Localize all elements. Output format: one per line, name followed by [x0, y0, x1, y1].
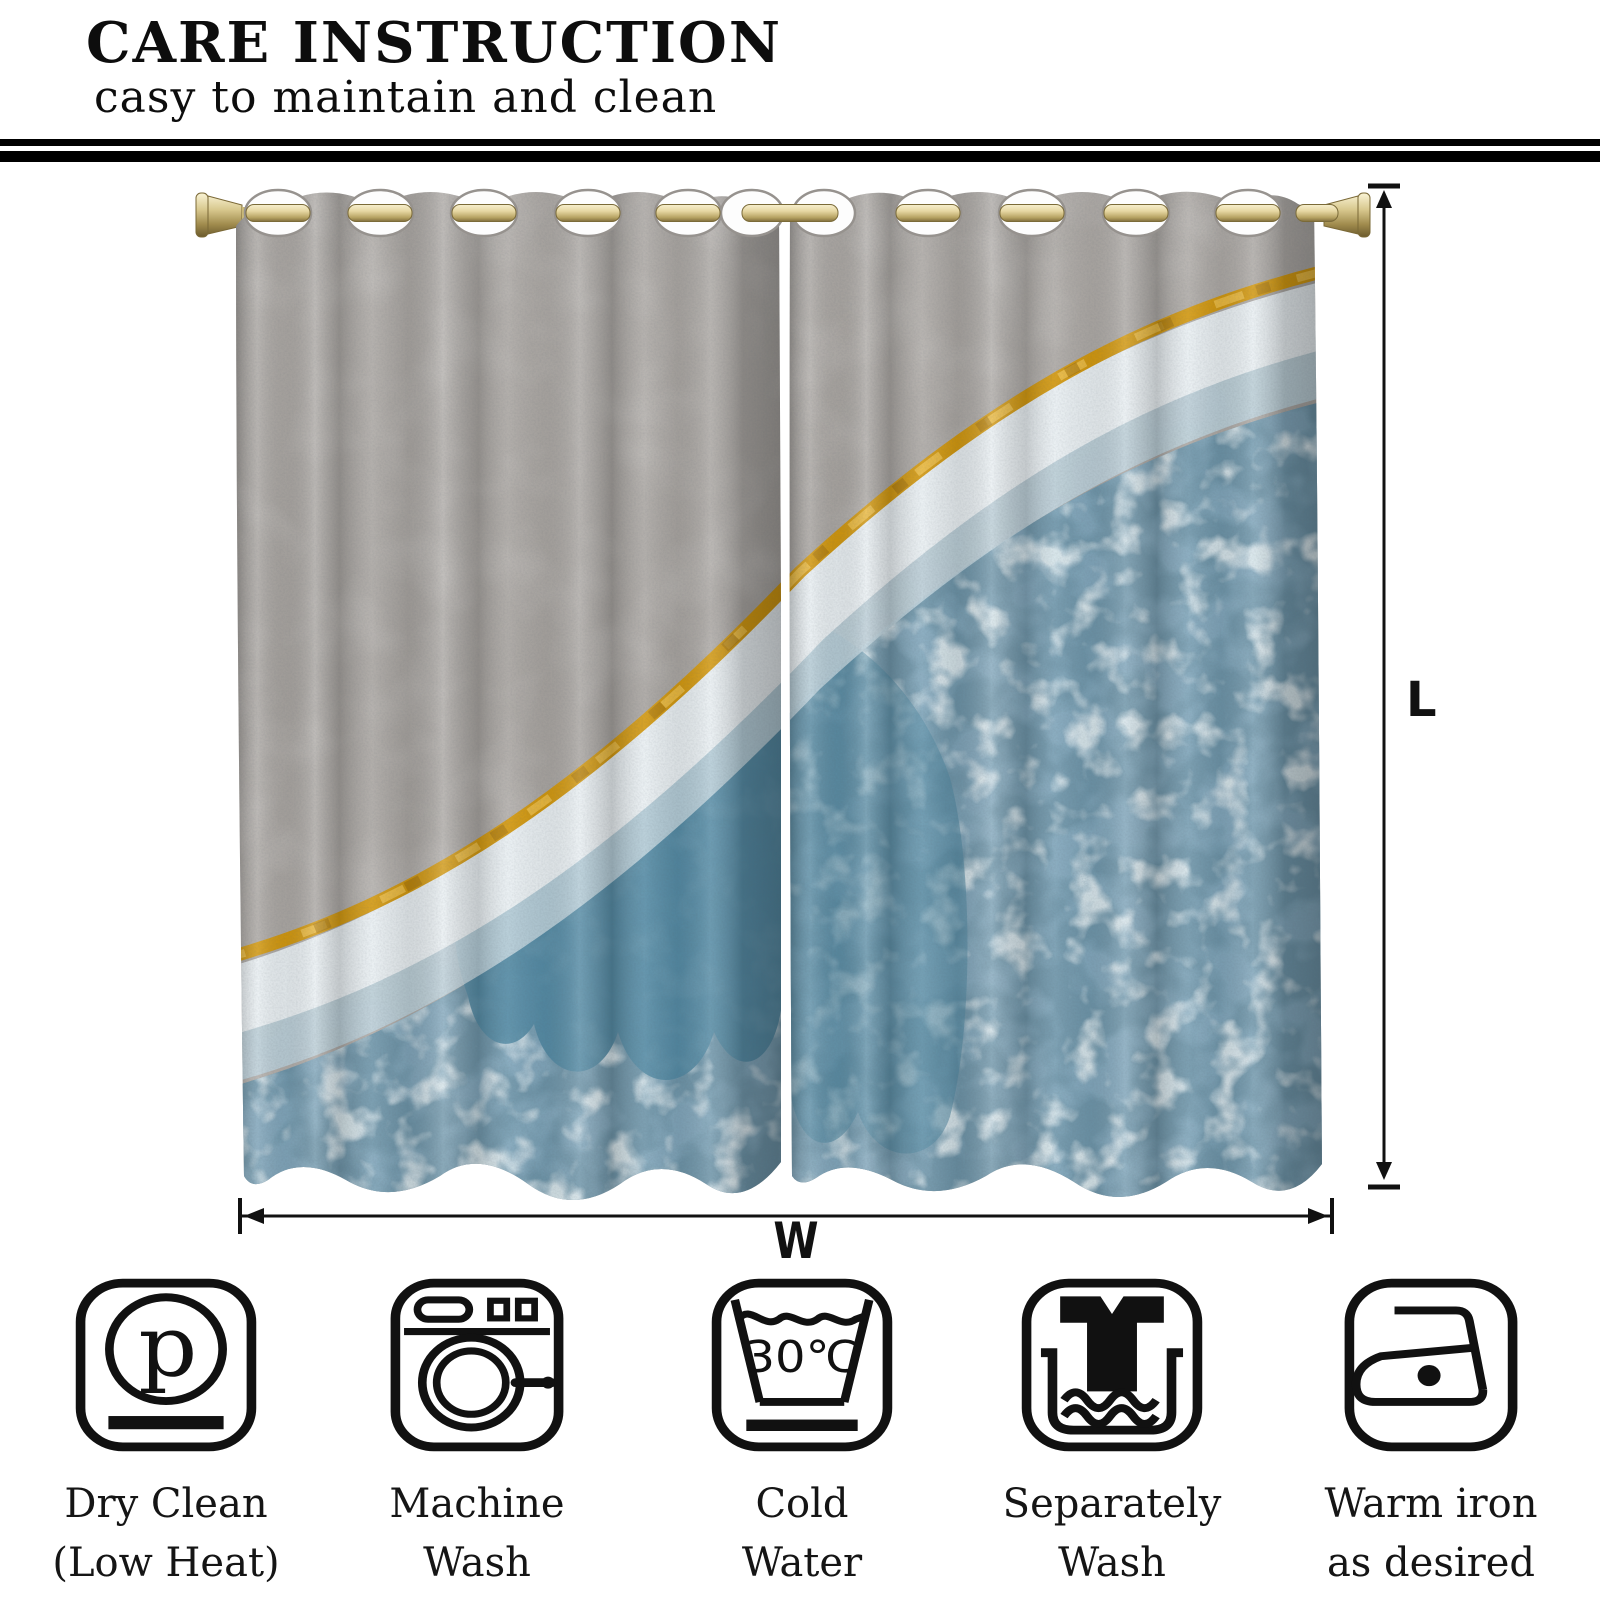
dry-clean-icon	[70, 1277, 262, 1453]
icon-reflection	[377, 1454, 577, 1526]
arrowhead-up-icon	[1376, 190, 1392, 208]
care-item-dry-clean: Dry Clean (Low Heat)	[52, 1277, 280, 1600]
arrowhead-down-icon	[1376, 1162, 1392, 1180]
separately-wash-icon	[1016, 1277, 1208, 1453]
curtain-panel-left	[236, 192, 781, 1200]
arrowhead-right-icon	[1308, 1208, 1328, 1224]
curtain-dimension-diagram: L W	[195, 183, 1437, 1270]
care-item-separately-wash: Separately Wash	[1003, 1277, 1221, 1600]
care-label: Dry Clean (Low Heat)	[52, 1481, 280, 1586]
machine-wash-icon	[381, 1277, 573, 1453]
page-title: CARE INSTRUCTION	[86, 10, 783, 76]
icon-reflection	[66, 1454, 266, 1526]
rod-finial-left	[195, 192, 250, 238]
dimension-width: W	[238, 1198, 1334, 1270]
care-item-cold-water: Cold Water	[702, 1277, 902, 1600]
width-label: W	[773, 1212, 818, 1270]
divider-line-thick	[0, 151, 1600, 162]
page-subtitle: casy to maintain and clean	[94, 72, 718, 123]
care-label: Warm iron as desired	[1324, 1481, 1538, 1586]
icon-reflection	[1331, 1454, 1531, 1526]
icon-reflection	[702, 1454, 902, 1526]
care-item-machine-wash: Machine Wash	[377, 1277, 577, 1600]
care-label: Cold Water	[741, 1481, 863, 1586]
divider-line-thin	[0, 139, 1600, 146]
rod-tubes	[245, 204, 1339, 222]
care-item-warm-iron: Warm iron as desired	[1324, 1277, 1538, 1600]
warm-iron-icon	[1335, 1277, 1527, 1453]
cold-water-icon	[706, 1277, 898, 1453]
length-label: L	[1406, 672, 1437, 728]
dimension-length: L	[1368, 183, 1437, 1190]
arrowhead-left-icon	[244, 1208, 264, 1224]
care-label: Machine Wash	[389, 1481, 565, 1586]
grommets	[243, 188, 1339, 238]
curtain-panel-right	[789, 191, 1322, 1197]
care-label: Separately Wash	[1002, 1481, 1222, 1586]
icon-reflection	[1012, 1454, 1212, 1526]
